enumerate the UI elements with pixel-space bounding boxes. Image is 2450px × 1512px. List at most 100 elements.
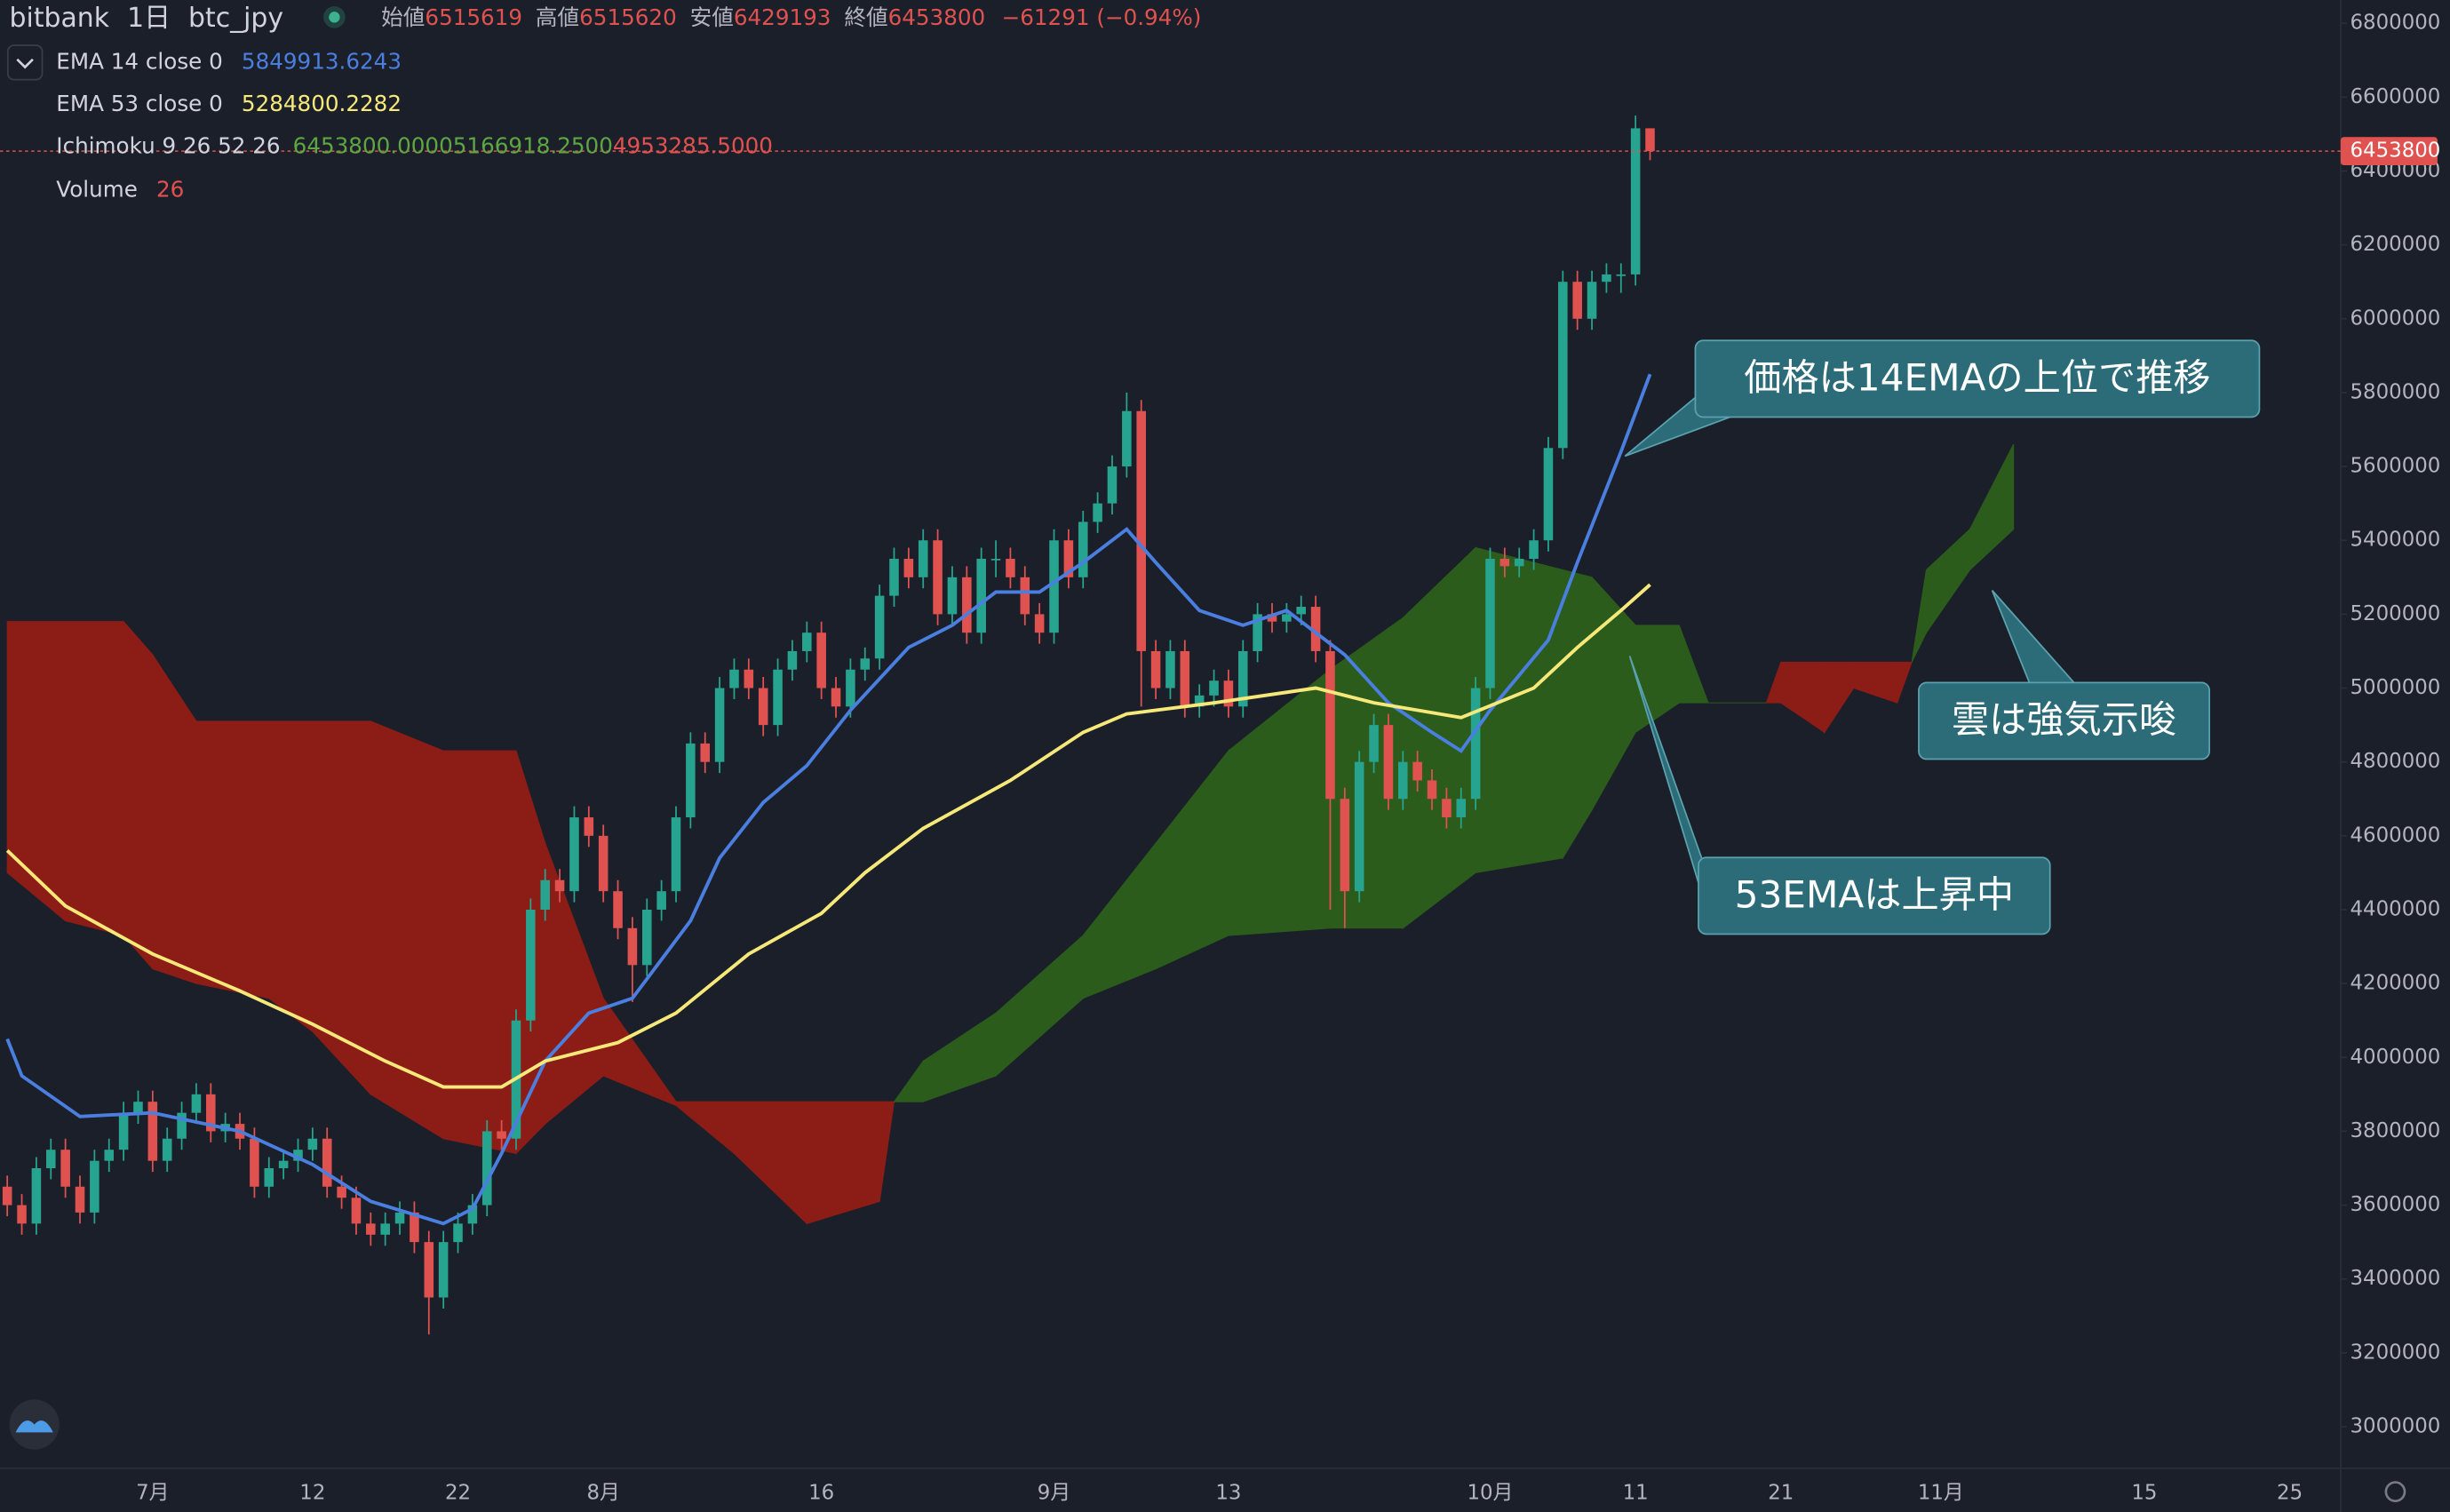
candle-body [250, 1138, 259, 1187]
candle-body [1456, 799, 1467, 818]
cloud-segment [195, 720, 270, 999]
legend-name: EMA 53 close 0 [56, 91, 222, 116]
y-tick-label: 3200000 [2351, 1341, 2441, 1364]
x-tick-label: 15 [2131, 1481, 2157, 1504]
candle-body [467, 1205, 478, 1224]
legend-entry: Ichimoku 9 26 52 26 6453800.00005166918.2… [56, 132, 773, 158]
plot-area [0, 115, 2341, 1335]
candle-body [1267, 614, 1277, 622]
legend-value: 4953285.5000 [613, 132, 773, 158]
ema-line [5, 583, 1651, 1089]
legend-value: 5166918.2500 [453, 132, 613, 158]
candle-body [75, 1186, 85, 1213]
candle-body [410, 1212, 419, 1243]
candle-body [1093, 503, 1102, 522]
symbol: btc_jpy [188, 3, 283, 34]
candle-body [1006, 559, 1015, 577]
open-label: 始値 [381, 4, 425, 30]
legend-name: Volume [56, 177, 138, 203]
cloud-segment [1897, 661, 1913, 704]
logo-mark [15, 1420, 53, 1433]
candle-body [744, 669, 754, 688]
y-tick-label: 3400000 [2351, 1267, 2441, 1290]
y-tick-label: 4400000 [2351, 897, 2441, 920]
candle-body [1427, 780, 1437, 800]
cloud-segment [268, 720, 314, 1033]
candle-body [394, 1212, 405, 1224]
header: bitbank 1日 btc_jpy [10, 3, 284, 34]
candle-body [787, 650, 798, 670]
chevron-icon [16, 58, 34, 69]
candle-body [1180, 650, 1190, 707]
annotation: 価格は14EMAの上位で推移 [1744, 356, 2210, 400]
cloud-segment [370, 720, 444, 1140]
x-tick-label: 7月 [136, 1481, 169, 1504]
change: −61291 (−0.94%) [1002, 4, 1202, 30]
candle-body [1572, 282, 1582, 319]
candle-body [627, 927, 638, 966]
annotation: 53EMAは上昇中 [1735, 873, 2014, 917]
low-label: 安値 [690, 4, 734, 30]
candle-body [802, 633, 812, 651]
candle-body [540, 879, 550, 910]
y-tick-label: 4000000 [2351, 1046, 2441, 1069]
y-tick-label: 4200000 [2351, 972, 2441, 995]
candle-body [322, 1138, 332, 1187]
candle-body [526, 909, 536, 1021]
candle-body [962, 577, 972, 633]
candle-body [671, 817, 681, 892]
y-tick-label: 5000000 [2351, 676, 2441, 699]
legend-entry: EMA 53 close 0 5284800.2282 [56, 91, 402, 116]
candle-body [2, 1186, 12, 1206]
candle-body [351, 1198, 362, 1224]
candle-body [133, 1102, 143, 1113]
x-tick-label: 11月 [1918, 1481, 1964, 1504]
candle-body [1616, 274, 1627, 276]
candle-body [337, 1186, 346, 1198]
candle-body [264, 1167, 274, 1187]
candle-body [656, 891, 666, 910]
candle-body [773, 669, 783, 726]
ema-line [5, 373, 1652, 1226]
x-tick-label: 13 [1215, 1481, 1241, 1504]
candle-body [1442, 799, 1452, 818]
candle-body [584, 817, 594, 836]
candle-body [481, 1131, 492, 1206]
y-tick-label: 3600000 [2351, 1193, 2441, 1216]
callout-box [1918, 681, 2211, 760]
legend-value: 5284800.2282 [242, 91, 402, 116]
candle-body [686, 743, 696, 818]
annotation: 雲は強気示唆 [1952, 698, 2176, 742]
candle-body [31, 1167, 42, 1224]
candle-body [1150, 650, 1161, 688]
candle-body [60, 1150, 70, 1187]
candle-body [1369, 725, 1379, 762]
open-value: 6515619 [425, 4, 522, 30]
y-tick-label: 5400000 [2351, 529, 2441, 552]
candle-body [729, 669, 739, 688]
candle-body [1630, 128, 1641, 275]
y-tick-label: 6000000 [2351, 306, 2441, 330]
candle-body [700, 743, 711, 762]
candle-body [1136, 410, 1146, 651]
candle-body [1470, 688, 1481, 800]
candle-body [1558, 282, 1568, 449]
candle-body [1253, 614, 1262, 651]
close-value: 6453800 [888, 4, 986, 30]
candle-body [104, 1150, 115, 1161]
settings-icon[interactable] [2384, 1481, 2406, 1503]
high-label: 高値 [536, 4, 579, 30]
last-price-label: 6453800 [2351, 139, 2441, 163]
ohlc-header: 始値6515619 高値6515620 安値6429193 終値6453800 … [381, 4, 1201, 30]
candle-body [1237, 650, 1248, 707]
collapse-button[interactable] [6, 44, 44, 81]
x-tick-label: 9月 [1038, 1481, 1070, 1504]
candle-body [990, 559, 1001, 561]
candle-body [206, 1094, 216, 1132]
legend-entry: EMA 14 close 0 5849913.6243 [56, 48, 402, 74]
legend-name: Ichimoku 9 26 52 26 [56, 132, 280, 158]
candle-body [307, 1138, 318, 1150]
candle-body [46, 1150, 56, 1168]
